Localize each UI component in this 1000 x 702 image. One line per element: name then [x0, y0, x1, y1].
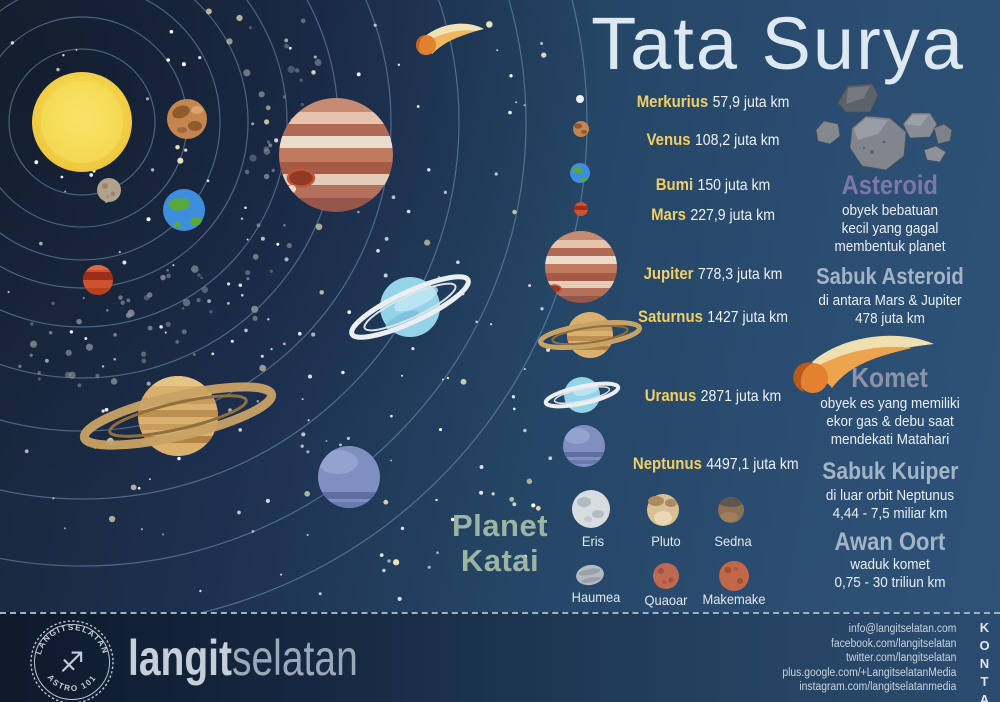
planet-distance: 57,9 juta km — [712, 94, 790, 111]
kontak-vertical-label: KONTAK — [977, 620, 992, 702]
planet-name: Mars — [651, 205, 686, 224]
dwarf-label-pluto: Pluto — [651, 533, 681, 549]
planet-row-venus: Venus 108,2 juta km — [633, 130, 793, 150]
komet-description: obyek es yang memiliki ekor gas & debu s… — [820, 395, 960, 448]
langitselatan-stamp-logo: LANGITSELATAN ASTRO 101 ♐ — [30, 620, 114, 702]
brand-wordmark: langitselatan — [128, 628, 358, 688]
planet-name: Merkurius — [636, 92, 709, 111]
planet-name: Venus — [646, 130, 691, 149]
footer-bar: LANGITSELATAN ASTRO 101 ♐ langitselatan … — [0, 612, 1000, 702]
venus-list-icon — [573, 121, 589, 137]
planet-row-uranus: Uranus 2871 juta km — [633, 386, 793, 406]
planet-distance: 227,9 juta km — [690, 207, 775, 224]
contact-googleplus: plus.google.com/+LangitselatanMedia — [781, 666, 956, 679]
dwarf-label-eris: Eris — [581, 533, 605, 549]
neptune-graphic — [318, 446, 380, 508]
contact-list: info@langitselatan.com facebook.com/lang… — [782, 622, 956, 695]
planet-distance: 108,2 juta km — [694, 132, 780, 149]
sedna-icon — [718, 497, 744, 523]
dwarf-label-haumea: Haumea — [571, 589, 621, 605]
planet-row-saturnus: Saturnus 1427 juta km — [633, 307, 793, 327]
planet-row-mars: Mars 227,9 juta km — [633, 205, 793, 225]
dwarf-label-makemake: Makemake — [702, 591, 766, 607]
sabuk-asteroid-heading: Sabuk Asteroid — [816, 263, 964, 289]
planet-row-neptunus: Neptunus 4497,1 juta km — [632, 454, 799, 474]
poster-title: Tata Surya — [591, 2, 965, 85]
komet-heading: Komet — [851, 362, 929, 393]
solar-system-illustration — [0, 0, 953, 612]
brand-bold-part: langit — [128, 630, 232, 686]
planet-distance: 150 juta km — [697, 177, 771, 194]
contact-facebook: facebook.com/langitselatan — [830, 637, 956, 650]
asteroid-belt-dots — [18, 18, 343, 388]
makemake-icon — [719, 561, 749, 591]
awan-oort-description: waduk komet 0,75 - 30 triliun km — [834, 556, 946, 591]
asteroid-cluster-graphic — [815, 83, 953, 171]
pluto-icon — [647, 494, 679, 526]
neptunus-list-icon — [563, 425, 605, 467]
uranus-graphic — [349, 274, 471, 340]
haumea-icon — [576, 564, 604, 586]
contact-twitter: twitter.com/langitselatan — [845, 652, 956, 665]
planet-name: Uranus — [644, 386, 697, 405]
awan-oort-heading: Awan Oort — [834, 528, 946, 556]
saturn-graphic — [79, 376, 277, 456]
planet-name: Saturnus — [638, 307, 703, 326]
sabuk-asteroid-description: di antara Mars & Jupiter 478 juta km — [818, 292, 962, 327]
planet-distance: 778,3 juta km — [697, 266, 783, 283]
starfield — [7, 8, 553, 601]
sun-graphic — [32, 72, 132, 172]
dwarf-label-sedna: Sedna — [714, 533, 752, 549]
saturnus-list-icon — [537, 312, 643, 358]
asteroid-heading: Asteroid — [841, 170, 939, 200]
jupiter-list-icon — [545, 231, 617, 303]
venus-graphic — [167, 99, 207, 139]
planet-row-bumi: Bumi 150 juta km — [633, 175, 793, 195]
planet-distance: 4497,1 juta km — [706, 456, 799, 473]
planet-name: Jupiter — [643, 264, 694, 283]
uranus-list-icon — [543, 377, 621, 413]
sagittarius-icon: ♐ — [59, 646, 84, 679]
earth-graphic — [163, 189, 205, 231]
planet-name: Neptunus — [632, 454, 702, 473]
planet-distance: 2871 juta km — [700, 388, 782, 405]
contact-instagram: instagram.com/langitselatanmedia — [798, 681, 956, 694]
bumi-list-icon — [570, 163, 590, 183]
asteroid-description: obyek bebatuan kecil yang gagal membentu… — [834, 202, 946, 255]
quaoar-icon — [653, 563, 679, 589]
comet-small-graphic — [416, 23, 484, 55]
planet-distance: 1427 juta km — [707, 309, 788, 326]
mercury-graphic — [97, 178, 121, 202]
mars-graphic — [83, 265, 113, 295]
planet-name: Bumi — [655, 175, 694, 194]
komet-graphic — [793, 335, 934, 393]
contact-email: info@langitselatan.com — [848, 623, 956, 635]
planet-row-jupiter: Jupiter 778,3 juta km — [633, 264, 793, 284]
mars-list-icon — [574, 202, 588, 216]
merkurius-list-icon — [576, 95, 584, 103]
sabuk-kuiper-heading: Sabuk Kuiper — [821, 458, 959, 485]
dwarf-planets-heading: Planet Katai — [451, 508, 549, 578]
eris-icon — [572, 490, 610, 528]
sabuk-kuiper-description: di luar orbit Neptunus 4,44 - 7,5 miliar… — [825, 487, 955, 522]
brand-light-part: selatan — [231, 630, 358, 686]
dwarf-label-quaoar: Quaoar — [644, 592, 688, 608]
planet-row-merkurius: Merkurius 57,9 juta km — [633, 92, 793, 112]
